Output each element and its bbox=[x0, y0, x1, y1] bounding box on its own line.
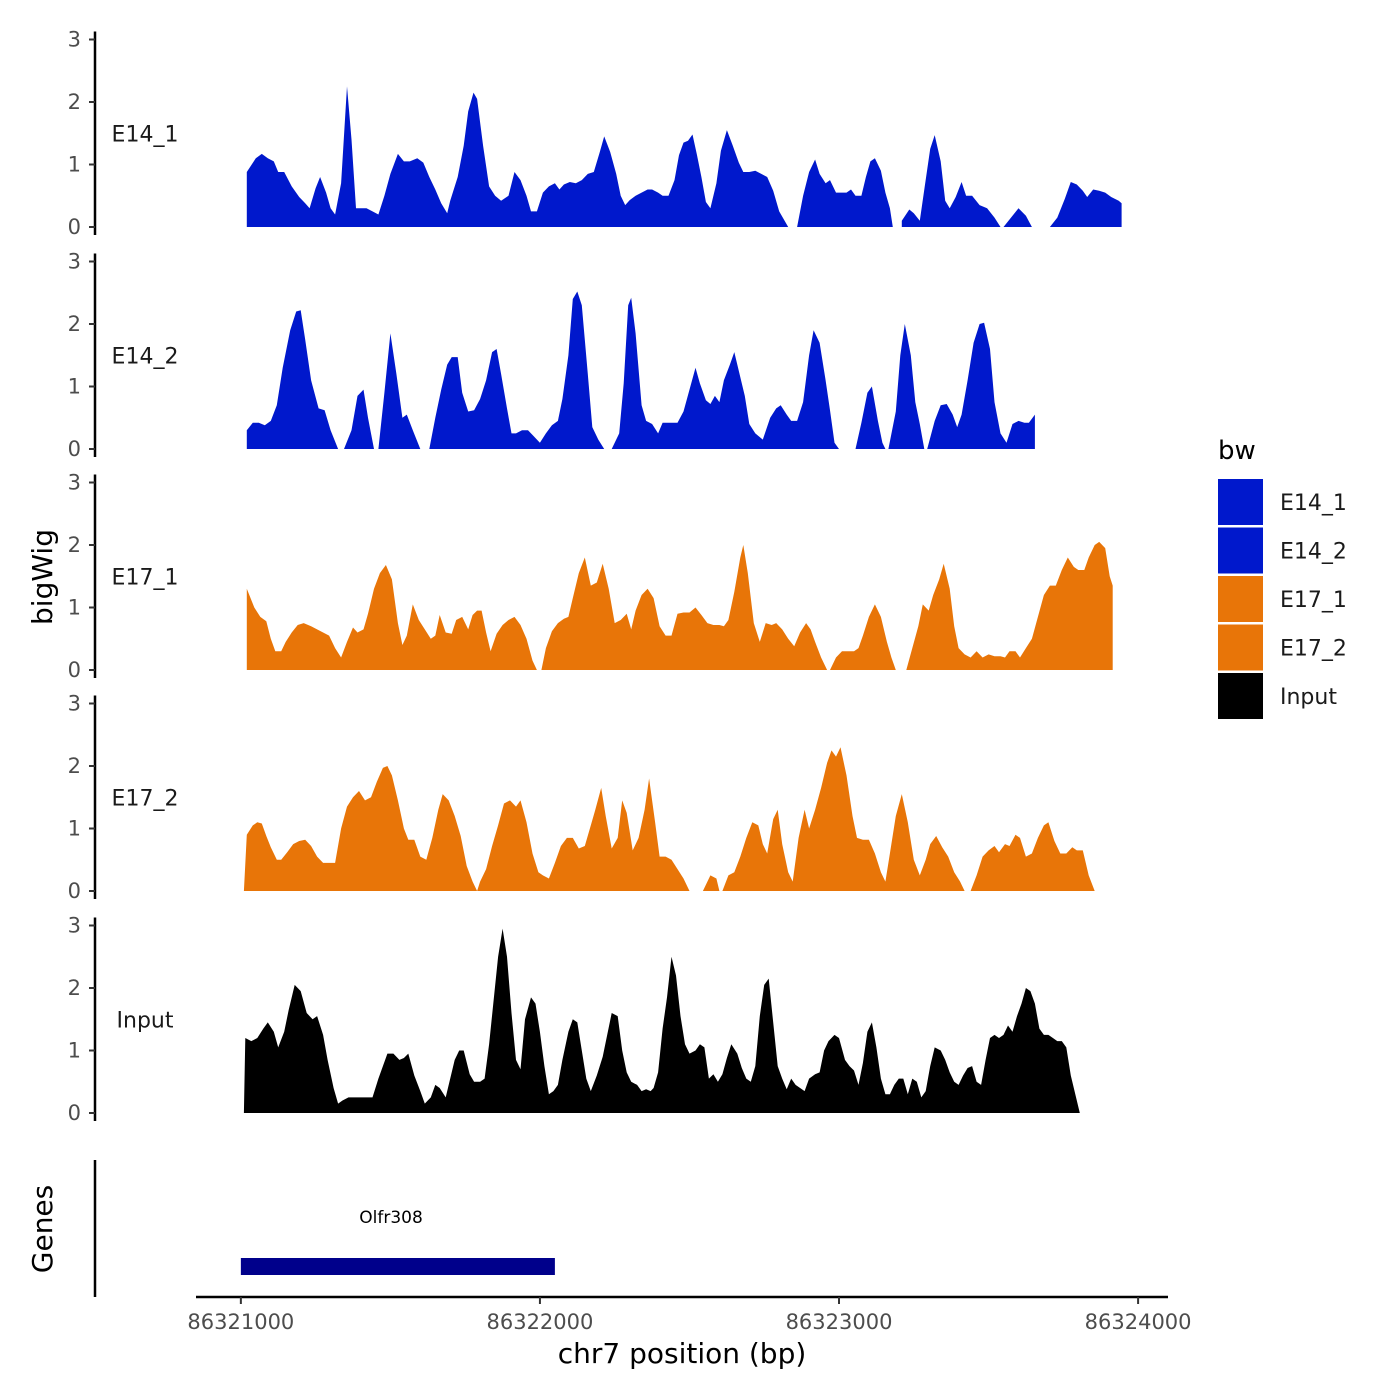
y-tick-label: 3 bbox=[68, 471, 81, 495]
track-e14_1: 0 1 2 3 E14_1 bbox=[68, 28, 1122, 239]
legend-label: E17_1 bbox=[1280, 588, 1347, 613]
legend-item: E14_2 bbox=[1218, 527, 1347, 574]
y-tick-label: 3 bbox=[68, 28, 81, 52]
track-e17_1: 0 1 2 3 E17_1 bbox=[68, 471, 1113, 682]
track-label: E14_2 bbox=[112, 344, 179, 369]
legend-swatch bbox=[1218, 576, 1263, 622]
y-axis-title: bigWig bbox=[26, 529, 59, 625]
x-tick-label: 86323000 bbox=[786, 1310, 893, 1334]
y-tick-label: 0 bbox=[68, 1101, 81, 1125]
x-axis-title: chr7 position (bp) bbox=[558, 1337, 807, 1370]
y-tick-label: 1 bbox=[68, 375, 81, 399]
gene-body bbox=[240, 1258, 555, 1275]
track-label: E14_1 bbox=[112, 122, 179, 147]
legend-swatch bbox=[1218, 624, 1263, 671]
gene-track: Olfr308 bbox=[93, 1160, 555, 1297]
x-tick-label: 86322000 bbox=[486, 1310, 593, 1334]
track-input: 0 1 2 3 Input bbox=[68, 914, 1080, 1125]
legend: bw E14_1 E14_2 E17_1 E17_2 Input bbox=[1218, 436, 1347, 719]
y-tick-label: 0 bbox=[68, 437, 81, 461]
x-tick-label: 86324000 bbox=[1085, 1310, 1192, 1334]
legend-label: E14_2 bbox=[1280, 540, 1347, 565]
x-tick-label: 86321000 bbox=[187, 1310, 294, 1334]
coverage-area-input bbox=[243, 928, 1080, 1113]
y-tick-label: 1 bbox=[68, 817, 81, 841]
track-label: E17_2 bbox=[112, 786, 179, 811]
legend-item: E17_2 bbox=[1218, 624, 1347, 671]
legend-swatch bbox=[1218, 479, 1263, 525]
legend-item: E17_1 bbox=[1218, 576, 1347, 622]
y-tick-label: 2 bbox=[68, 533, 81, 557]
x-axis: 86321000 86322000 86323000 86324000 bbox=[187, 1295, 1192, 1334]
coverage-area-e14_1 bbox=[246, 86, 1122, 228]
legend-label: Input bbox=[1280, 685, 1337, 710]
track-label: Input bbox=[117, 1008, 174, 1033]
y-tick-label: 2 bbox=[68, 312, 81, 336]
coverage-area-e17_2 bbox=[243, 747, 1095, 891]
gene-label: Olfr308 bbox=[359, 1208, 423, 1228]
y-tick-label: 3 bbox=[68, 250, 81, 274]
y-tick-label: 0 bbox=[68, 879, 81, 903]
y-tick-label: 1 bbox=[68, 153, 81, 177]
genes-axis-title: Genes bbox=[26, 1185, 59, 1273]
legend-title: bw bbox=[1218, 436, 1256, 466]
y-tick-label: 0 bbox=[68, 658, 81, 682]
y-tick-label: 1 bbox=[68, 1039, 81, 1063]
track-e17_2: 0 1 2 3 E17_2 bbox=[68, 692, 1095, 903]
legend-swatch bbox=[1218, 673, 1263, 719]
coverage-tracks: 0 1 2 3 E14_1 0 1 2 3 E14_2 0 1 2 3 E17_1 0 1 2 3 E17_2 0 1 2 3… bbox=[68, 28, 1122, 1125]
coverage-area-e14_2 bbox=[246, 291, 1035, 449]
y-tick-label: 2 bbox=[68, 754, 81, 778]
legend-item: Input bbox=[1218, 673, 1337, 719]
legend-label: E17_2 bbox=[1280, 637, 1347, 662]
y-tick-label: 0 bbox=[68, 215, 81, 239]
y-tick-label: 1 bbox=[68, 596, 81, 620]
legend-swatch bbox=[1218, 527, 1263, 574]
legend-label: E14_1 bbox=[1280, 491, 1347, 516]
y-tick-label: 3 bbox=[68, 692, 81, 716]
legend-item: E14_1 bbox=[1218, 479, 1347, 525]
track-e14_2: 0 1 2 3 E14_2 bbox=[68, 250, 1035, 461]
gene-olfr308: Olfr308 bbox=[240, 1208, 555, 1275]
y-tick-label: 2 bbox=[68, 90, 81, 114]
track-label: E17_1 bbox=[112, 565, 179, 590]
y-tick-label: 2 bbox=[68, 976, 81, 1000]
y-tick-label: 3 bbox=[68, 914, 81, 938]
coverage-area-e17_1 bbox=[246, 541, 1113, 670]
